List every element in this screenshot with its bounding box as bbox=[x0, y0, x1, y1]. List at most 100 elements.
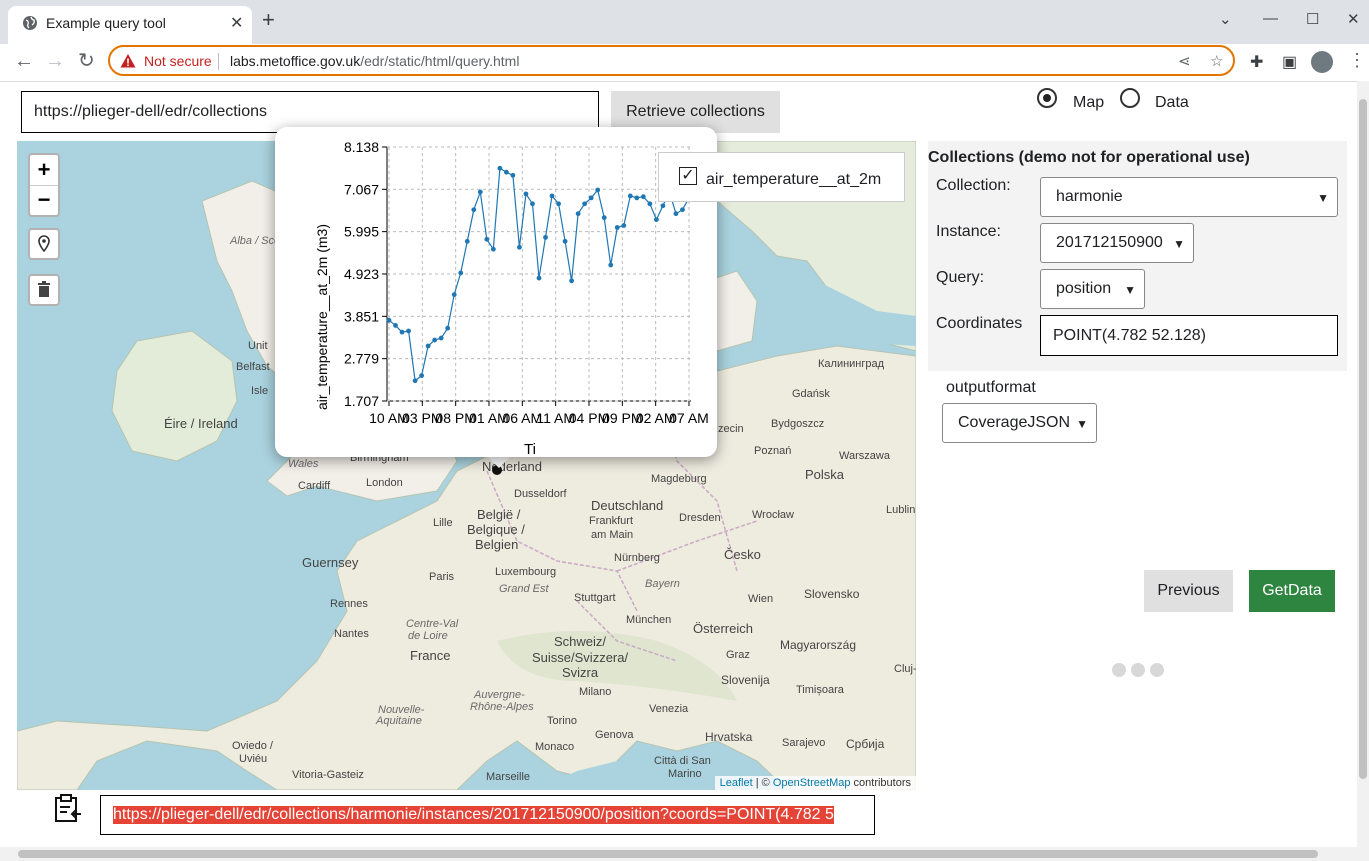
map-label: Marseille bbox=[486, 771, 531, 783]
data-point[interactable] bbox=[549, 193, 555, 199]
previous-button[interactable]: Previous bbox=[1144, 570, 1233, 612]
data-point[interactable] bbox=[490, 246, 496, 252]
data-point[interactable] bbox=[627, 193, 633, 199]
data-point[interactable] bbox=[503, 169, 509, 175]
vertical-scrollbar[interactable] bbox=[1357, 81, 1369, 861]
data-point[interactable] bbox=[445, 325, 451, 331]
reload-icon[interactable]: ↻ bbox=[78, 50, 95, 72]
data-point[interactable] bbox=[484, 236, 490, 242]
share-icon[interactable]: ⋖ bbox=[1178, 53, 1191, 70]
star-icon[interactable]: ☆ bbox=[1210, 53, 1224, 70]
data-point[interactable] bbox=[425, 343, 431, 349]
minimize-icon[interactable]: — bbox=[1263, 10, 1278, 27]
zoom-out-button[interactable]: − bbox=[37, 187, 51, 212]
data-point[interactable] bbox=[406, 328, 411, 334]
clipboard-icon[interactable] bbox=[53, 793, 83, 823]
data-point[interactable] bbox=[464, 238, 470, 244]
sidepanel-icon[interactable]: ▣ bbox=[1282, 54, 1298, 71]
data-point[interactable] bbox=[556, 201, 561, 207]
data-point[interactable] bbox=[608, 262, 614, 268]
horizontal-scrollbar[interactable] bbox=[0, 847, 1357, 861]
map-label: Warszawa bbox=[839, 450, 890, 462]
attribution-suffix: contributors bbox=[850, 777, 911, 789]
data-point[interactable] bbox=[451, 292, 457, 298]
data-point[interactable] bbox=[543, 234, 548, 240]
collections-url-input[interactable]: https://plieger-dell/edr/collections bbox=[21, 91, 599, 133]
delete-layer-button[interactable] bbox=[28, 274, 60, 306]
data-point[interactable] bbox=[680, 207, 685, 213]
zoom-in-button[interactable]: + bbox=[30, 155, 58, 186]
new-tab-button[interactable]: + bbox=[262, 7, 275, 32]
legend-checkbox[interactable]: ✓ bbox=[679, 167, 697, 185]
data-point[interactable] bbox=[601, 215, 607, 221]
map-attribution: Leaflet | © OpenStreetMap contributors bbox=[714, 776, 916, 790]
draw-marker-button[interactable] bbox=[28, 228, 60, 260]
x-tick-label: 08 PM bbox=[435, 410, 475, 426]
osm-link[interactable]: OpenStreetMap bbox=[772, 777, 851, 789]
data-point[interactable] bbox=[510, 172, 516, 178]
getdata-button[interactable]: GetData bbox=[1249, 570, 1335, 612]
data-point[interactable] bbox=[575, 211, 581, 217]
window-close-icon[interactable]: ✕ bbox=[1347, 11, 1360, 28]
map-radio[interactable] bbox=[1037, 88, 1057, 108]
data-point[interactable] bbox=[393, 323, 398, 328]
data-point[interactable] bbox=[582, 201, 588, 207]
y-tick-label: 7.067 bbox=[344, 181, 379, 197]
data-point[interactable] bbox=[640, 194, 646, 200]
data-point[interactable] bbox=[517, 244, 522, 250]
url-text[interactable]: labs.metoffice.gov.uk/edr/static/html/qu… bbox=[230, 53, 519, 69]
data-point[interactable] bbox=[660, 203, 666, 209]
back-arrow-icon[interactable]: ← bbox=[14, 50, 34, 72]
maximize-icon[interactable]: ☐ bbox=[1306, 11, 1320, 28]
collection-select[interactable]: harmonie ▼ bbox=[1040, 177, 1338, 217]
query-url-field[interactable]: https://plieger-dell/edr/collections/har… bbox=[100, 795, 875, 835]
data-point[interactable] bbox=[562, 238, 568, 244]
data-point[interactable] bbox=[523, 191, 529, 197]
tab-search-icon[interactable]: ⌄ bbox=[1219, 11, 1232, 28]
data-point[interactable] bbox=[458, 270, 464, 276]
leaflet-link[interactable]: Leaflet bbox=[719, 777, 753, 789]
avatar[interactable] bbox=[1311, 51, 1333, 73]
map-marker[interactable] bbox=[492, 465, 502, 475]
data-point[interactable] bbox=[471, 207, 477, 213]
instance-value: 201712150900 bbox=[1056, 234, 1163, 251]
data-point[interactable] bbox=[477, 189, 483, 195]
data-point[interactable] bbox=[419, 373, 425, 379]
data-point[interactable] bbox=[569, 278, 575, 284]
data-point[interactable] bbox=[497, 165, 503, 171]
map-label: Torino bbox=[547, 715, 577, 727]
extensions-icon[interactable]: ✚ bbox=[1250, 54, 1264, 71]
outputformat-select[interactable]: CoverageJSON ▼ bbox=[942, 403, 1097, 443]
security-label[interactable]: Not secure bbox=[144, 53, 212, 69]
map-label: Lille bbox=[433, 517, 453, 529]
data-point[interactable] bbox=[634, 195, 640, 201]
coordinates-input[interactable]: POINT(4.782 52.128) bbox=[1040, 315, 1338, 356]
map-label: Milano bbox=[579, 686, 612, 698]
close-icon[interactable]: ✕ bbox=[230, 15, 244, 32]
data-point[interactable] bbox=[647, 201, 653, 207]
data-point[interactable] bbox=[536, 275, 542, 281]
data-point[interactable] bbox=[621, 223, 627, 228]
data-point[interactable] bbox=[673, 211, 679, 217]
browser-tab[interactable]: Example query tool ✕ bbox=[8, 6, 252, 44]
data-point[interactable] bbox=[412, 378, 418, 384]
data-point[interactable] bbox=[653, 217, 659, 222]
instance-select[interactable]: 201712150900 ▼ bbox=[1040, 223, 1194, 263]
data-point[interactable] bbox=[614, 225, 620, 230]
forward-arrow-icon[interactable]: → bbox=[45, 50, 65, 72]
address-bar[interactable]: Not secure labs.metoffice.gov.uk/edr/sta… bbox=[108, 45, 1235, 76]
data-point[interactable] bbox=[588, 195, 594, 201]
data-point[interactable] bbox=[399, 329, 405, 335]
data-radio[interactable] bbox=[1120, 88, 1140, 108]
data-point[interactable] bbox=[438, 335, 444, 341]
retrieve-collections-button[interactable]: Retrieve collections bbox=[611, 91, 780, 133]
data-point[interactable] bbox=[595, 187, 601, 193]
scrollbar-thumb[interactable] bbox=[1359, 99, 1367, 779]
data-point[interactable] bbox=[386, 317, 392, 323]
scrollbar-thumb[interactable] bbox=[18, 850, 1318, 858]
data-point[interactable] bbox=[530, 201, 535, 207]
query-select[interactable]: position ▼ bbox=[1040, 269, 1145, 309]
data-point[interactable] bbox=[432, 337, 438, 343]
map-label: Калининград bbox=[818, 358, 885, 370]
menu-icon[interactable]: ⋮ bbox=[1348, 50, 1366, 70]
